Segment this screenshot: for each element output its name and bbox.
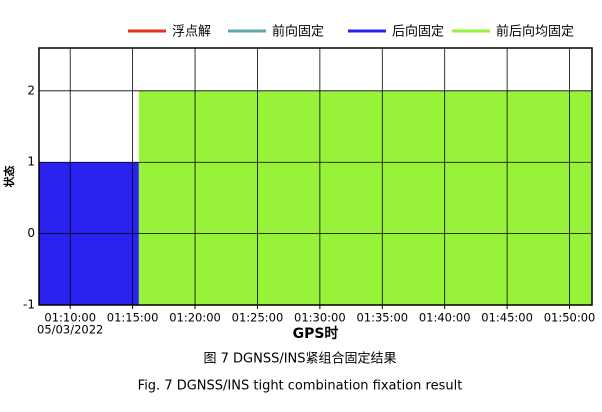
legend-label: 前向固定 [272,24,324,40]
x-tick-label: 01:30:00 [294,311,346,325]
y-axis-title: 状态 [2,166,16,188]
plot-frame [38,47,593,306]
x-axis-title: GPS时 [293,325,339,342]
x-tick-label: 01:40:00 [419,311,471,325]
x-tick-label: 01:45:00 [481,311,533,325]
series-area [138,90,592,305]
legend-label: 浮点解 [172,25,211,40]
y-tick-label: -1 [23,298,35,312]
x-tick-label: 01:50:00 [544,311,596,325]
x-tick-label: 01:15:00 [107,311,159,325]
x-date: 05/03/2022 [37,323,103,337]
x-tick-label: 01:20:00 [169,311,221,325]
caption-en: Fig. 7 DGNSS/INS tight combination fixat… [138,379,463,394]
legend-label: 后向固定 [392,24,444,40]
y-tick-label: 0 [27,226,35,240]
x-tick-label: 01:10:00 [44,311,96,325]
y-tick-label: 2 [27,83,35,97]
y-tick-label: 1 [27,155,35,169]
caption-cn: 图 7 DGNSS/INS紧组合固定结果 [203,352,396,367]
x-tick-label: 01:35:00 [356,311,408,325]
legend-label: 前后向均固定 [496,24,574,40]
x-tick-label: 01:25:00 [232,311,284,325]
